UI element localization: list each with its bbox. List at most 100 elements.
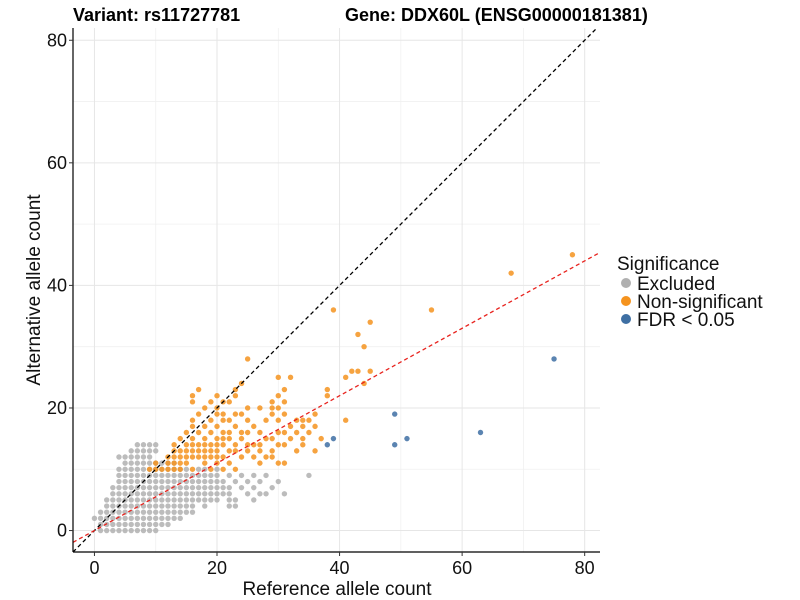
point-non-significant	[226, 399, 232, 405]
point-non-significant	[226, 429, 232, 436]
point-non-significant	[257, 442, 263, 448]
point-non-significant	[171, 466, 177, 472]
point-non-significant	[281, 386, 288, 393]
point-non-significant	[361, 343, 367, 350]
point-excluded	[146, 503, 153, 509]
y-tick-label: 40	[47, 275, 67, 295]
point-excluded	[153, 497, 159, 503]
point-non-significant	[171, 460, 177, 466]
point-non-significant	[238, 411, 245, 417]
y-tick-label: 80	[47, 30, 67, 50]
point-non-significant	[275, 442, 281, 448]
point-excluded	[214, 472, 220, 479]
point-non-significant	[189, 454, 196, 460]
point-non-significant	[232, 423, 239, 430]
point-excluded	[226, 472, 232, 479]
point-excluded	[128, 478, 134, 485]
point-excluded	[220, 484, 226, 491]
point-non-significant	[367, 319, 373, 325]
point-excluded	[263, 472, 269, 479]
point-non-significant	[208, 442, 214, 448]
point-excluded	[122, 509, 128, 515]
point-excluded	[177, 509, 183, 515]
x-tick-label: 80	[575, 558, 595, 578]
point-non-significant	[257, 460, 263, 466]
point-excluded	[232, 478, 239, 485]
point-excluded	[257, 491, 263, 497]
point-non-significant	[269, 405, 275, 411]
point-excluded	[183, 503, 190, 509]
point-non-significant	[195, 448, 202, 454]
point-non-significant	[342, 374, 349, 381]
point-excluded	[146, 515, 153, 521]
point-excluded	[159, 484, 165, 491]
point-non-significant	[293, 448, 300, 454]
point-fdr-0-05	[477, 429, 484, 436]
point-excluded	[165, 472, 171, 479]
point-excluded	[122, 527, 128, 534]
point-non-significant	[214, 411, 220, 417]
point-non-significant	[214, 393, 220, 399]
point-excluded	[189, 503, 196, 509]
point-excluded	[208, 497, 214, 503]
point-excluded	[122, 478, 128, 485]
x-tick-label: 20	[207, 558, 227, 578]
point-non-significant	[275, 460, 281, 466]
point-non-significant	[238, 454, 245, 460]
point-excluded	[195, 478, 202, 485]
point-excluded	[134, 442, 141, 448]
point-non-significant	[312, 448, 318, 454]
point-non-significant	[569, 252, 576, 258]
y-axis-title: Alternative allele count	[24, 194, 45, 386]
point-excluded	[140, 454, 147, 460]
point-excluded	[140, 466, 147, 472]
point-excluded	[220, 491, 226, 497]
point-excluded	[134, 478, 141, 485]
point-excluded	[146, 484, 153, 491]
point-non-significant	[275, 405, 281, 411]
point-excluded	[122, 515, 128, 521]
point-excluded	[257, 478, 263, 485]
point-excluded	[146, 442, 153, 448]
point-excluded	[110, 503, 116, 509]
point-excluded	[128, 448, 134, 454]
point-excluded	[189, 484, 196, 491]
point-non-significant	[183, 460, 190, 466]
point-excluded	[153, 509, 159, 515]
point-non-significant	[177, 435, 183, 442]
point-excluded	[140, 527, 147, 534]
point-excluded	[97, 509, 104, 515]
point-non-significant	[269, 448, 275, 454]
point-non-significant	[508, 270, 514, 276]
point-excluded	[189, 509, 196, 515]
point-non-significant	[324, 393, 331, 399]
point-non-significant	[183, 429, 190, 436]
point-fdr-0-05	[404, 435, 410, 442]
point-excluded	[128, 527, 134, 534]
point-excluded	[146, 521, 153, 528]
point-non-significant	[355, 368, 361, 374]
point-non-significant	[226, 417, 232, 423]
point-non-significant	[275, 417, 281, 423]
point-non-significant	[355, 331, 361, 338]
point-excluded	[153, 448, 159, 454]
point-excluded	[140, 491, 147, 497]
point-excluded	[146, 509, 153, 515]
point-non-significant	[177, 466, 183, 472]
point-excluded	[140, 472, 147, 479]
point-excluded	[183, 497, 190, 503]
point-non-significant	[171, 442, 177, 448]
point-non-significant	[324, 386, 331, 393]
point-non-significant	[177, 460, 183, 466]
x-axis-ticks: 0 20 40 60 80	[89, 552, 595, 578]
point-excluded	[146, 478, 153, 485]
point-non-significant	[202, 460, 208, 466]
point-excluded	[208, 484, 214, 491]
point-non-significant	[159, 466, 165, 472]
point-excluded	[171, 509, 177, 515]
point-non-significant	[183, 448, 190, 454]
point-non-significant	[195, 386, 202, 393]
point-excluded	[171, 478, 177, 485]
point-non-significant	[257, 429, 263, 436]
